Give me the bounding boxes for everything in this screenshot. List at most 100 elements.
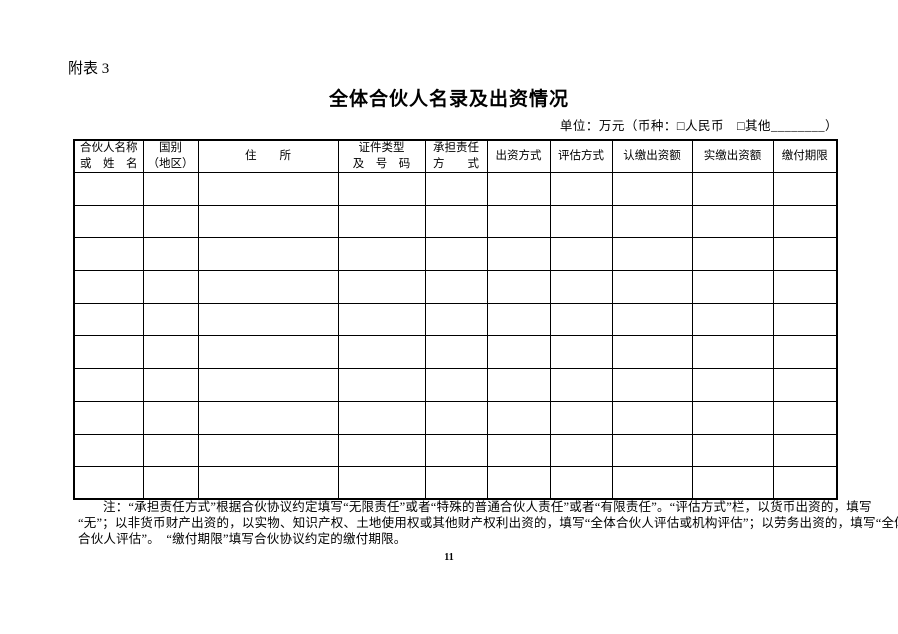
empty-cell [611, 270, 693, 304]
empty-cell [197, 237, 339, 272]
empty-cell [142, 466, 199, 500]
column-header-6: 出资方式 [486, 139, 551, 174]
empty-cell [486, 466, 551, 500]
empty-cell [142, 172, 199, 206]
empty-cell [772, 466, 838, 500]
empty-cell [486, 302, 551, 337]
empty-cell [142, 204, 199, 239]
empty-cell [424, 270, 488, 304]
empty-cell [73, 466, 144, 500]
empty-cell [337, 302, 426, 337]
empty-cell [772, 270, 838, 304]
empty-cell [549, 270, 613, 304]
empty-cell [611, 302, 693, 337]
footnote-line-1: 注：“承担责任方式”根据合伙协议约定填写“无限责任”或者“特殊的普通合伙人责任”… [103, 500, 872, 514]
empty-cell [73, 335, 144, 370]
empty-cell [73, 204, 144, 239]
empty-cell [424, 204, 488, 239]
column-header-5: 承担责任 方 式 [424, 139, 488, 174]
empty-cell [337, 335, 426, 370]
partners-table: 合伙人名称 或 姓 名国别 （地区）住 所证件类型 及 号 码承担责任 方 式出… [73, 139, 838, 501]
empty-cell [197, 368, 339, 402]
empty-cell [142, 433, 199, 468]
empty-cell [549, 204, 613, 239]
table-row [73, 400, 838, 435]
empty-cell [142, 237, 199, 272]
column-header-8: 认缴出资额 [611, 139, 693, 174]
empty-cell [772, 400, 838, 435]
table-row [73, 237, 838, 272]
empty-cell [772, 172, 838, 206]
footnote: 注：“承担责任方式”根据合伙协议约定填写“无限责任”或者“特殊的普通合伙人责任”… [78, 499, 898, 547]
table-body [73, 172, 838, 500]
empty-cell [142, 270, 199, 304]
empty-cell [549, 335, 613, 370]
empty-cell [337, 433, 426, 468]
empty-cell [424, 302, 488, 337]
empty-cell [691, 204, 774, 239]
empty-cell [772, 368, 838, 402]
empty-cell [337, 368, 426, 402]
empty-cell [691, 335, 774, 370]
empty-cell [73, 368, 144, 402]
empty-cell [337, 400, 426, 435]
empty-cell [424, 237, 488, 272]
empty-cell [549, 302, 613, 337]
empty-cell [611, 172, 693, 206]
empty-cell [424, 466, 488, 500]
empty-cell [73, 172, 144, 206]
empty-cell [691, 433, 774, 468]
empty-cell [772, 433, 838, 468]
empty-cell [486, 204, 551, 239]
empty-cell [486, 368, 551, 402]
empty-cell [549, 433, 613, 468]
empty-cell [691, 172, 774, 206]
empty-cell [486, 172, 551, 206]
empty-cell [486, 433, 551, 468]
empty-cell [337, 466, 426, 500]
table-row [73, 172, 838, 206]
empty-cell [73, 237, 144, 272]
column-header-3: 住 所 [197, 139, 339, 174]
empty-cell [197, 466, 339, 500]
column-header-7: 评估方式 [549, 139, 613, 174]
empty-cell [549, 172, 613, 206]
footnote-line-3: 合伙人评估”。 “缴付期限”填写合伙协议约定的缴付期限。 [78, 532, 407, 546]
empty-cell [197, 335, 339, 370]
empty-cell [549, 400, 613, 435]
empty-cell [424, 400, 488, 435]
empty-cell [197, 400, 339, 435]
empty-cell [611, 400, 693, 435]
empty-cell [611, 204, 693, 239]
empty-cell [424, 433, 488, 468]
empty-cell [197, 302, 339, 337]
table-row [73, 204, 838, 239]
footnote-line-2: “无”；以非货币财产出资的，以实物、知识产权、土地使用权或其他财产权利出资的，填… [78, 516, 898, 530]
empty-cell [549, 368, 613, 402]
empty-cell [337, 270, 426, 304]
empty-cell [73, 433, 144, 468]
empty-cell [486, 335, 551, 370]
empty-cell [337, 204, 426, 239]
empty-cell [337, 237, 426, 272]
empty-cell [337, 172, 426, 206]
column-header-1: 合伙人名称 或 姓 名 [73, 139, 144, 174]
empty-cell [691, 237, 774, 272]
empty-cell [486, 270, 551, 304]
table-row [73, 466, 838, 500]
column-header-4: 证件类型 及 号 码 [337, 139, 426, 174]
empty-cell [549, 237, 613, 272]
empty-cell [73, 400, 144, 435]
empty-cell [691, 270, 774, 304]
empty-cell [772, 204, 838, 239]
empty-cell [691, 466, 774, 500]
empty-cell [772, 302, 838, 337]
table-row [73, 270, 838, 304]
unit-currency-line: 单位：万元（币种：□人民币 □其他________） [559, 119, 838, 133]
table-row [73, 433, 838, 468]
empty-cell [73, 270, 144, 304]
empty-cell [424, 368, 488, 402]
column-header-9: 实缴出资额 [691, 139, 774, 174]
empty-cell [424, 172, 488, 206]
